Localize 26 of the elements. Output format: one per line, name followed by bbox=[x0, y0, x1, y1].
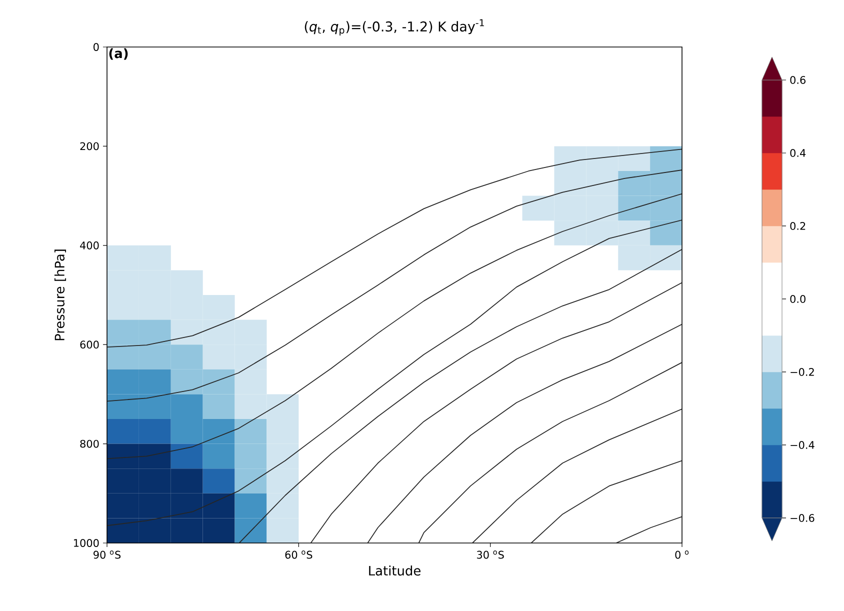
line-series bbox=[367, 324, 682, 543]
line-series bbox=[310, 282, 682, 543]
color-bar-label: −0.4 bbox=[790, 441, 814, 449]
y-tick-label: 0 bbox=[94, 43, 99, 51]
line-series bbox=[472, 408, 682, 543]
y-tick-label: 400 bbox=[80, 241, 99, 250]
y-tick-label: 800 bbox=[80, 440, 99, 448]
color-bar-label: 0.2 bbox=[790, 222, 806, 230]
color-bar-label: −0.2 bbox=[790, 368, 814, 376]
color-bar-label: 0.6 bbox=[790, 76, 806, 84]
x-tick-label: 60 $^{o}$S bbox=[285, 550, 312, 559]
chart-title: (q$_{t}$, q$_{p}$)=(-0.3, -1.2) K day$^{-1}$ bbox=[304, 19, 484, 36]
annotation: (a) bbox=[109, 48, 128, 60]
y-tick-label: 1000 bbox=[74, 539, 99, 547]
color-bar-label: −0.6 bbox=[790, 514, 814, 522]
y-axis-title: Pressure [hPa] bbox=[54, 250, 66, 340]
color-bar-label: 0.0 bbox=[790, 295, 806, 303]
y-tick-label: 200 bbox=[80, 142, 99, 150]
x-tick-label: 0 $^{o}$ bbox=[675, 550, 689, 559]
line-series bbox=[530, 460, 682, 543]
color-bar-label: 0.4 bbox=[790, 149, 806, 157]
x-tick-label: 90 $^{o}$S bbox=[94, 550, 121, 559]
x-tick-label: 30 $^{o}$S bbox=[477, 550, 504, 559]
line-series bbox=[418, 362, 682, 543]
y-tick-label: 600 bbox=[80, 340, 99, 349]
x-axis-title: Latitude bbox=[369, 566, 420, 576]
